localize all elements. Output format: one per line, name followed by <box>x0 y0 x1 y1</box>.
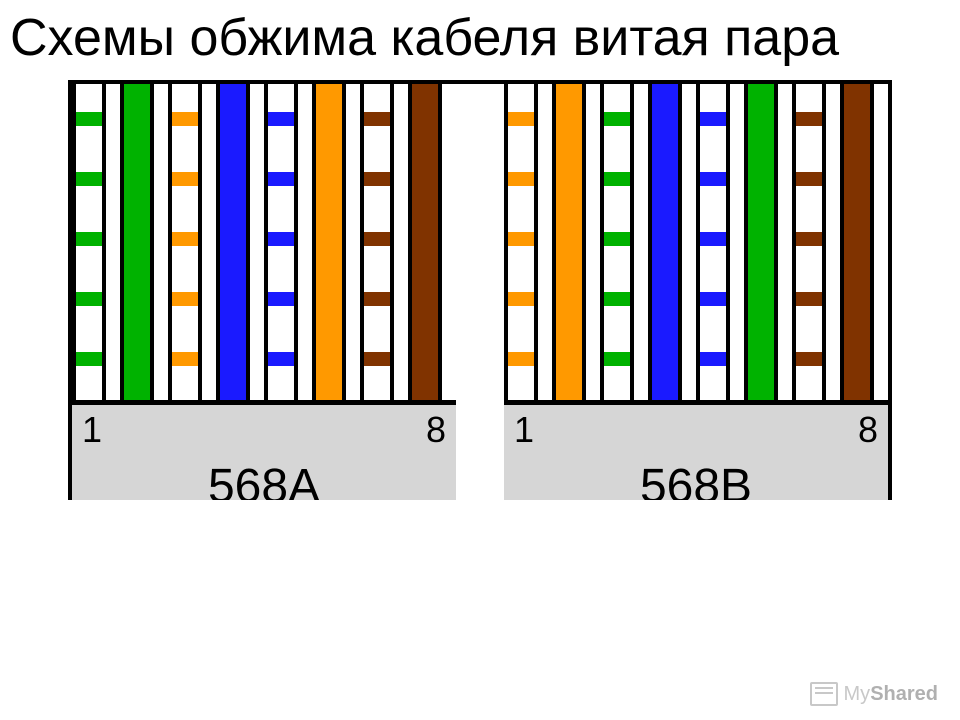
wire-stripe <box>172 352 198 366</box>
standard-label: 568A <box>72 459 456 500</box>
watermark: MyShared <box>810 682 938 706</box>
wire-stripe <box>268 292 294 306</box>
wire-stripe <box>604 112 630 126</box>
connector-568b: 1 8 568B <box>504 84 888 500</box>
wire-2 <box>552 84 586 400</box>
watermark-icon <box>810 682 838 706</box>
wire-3 <box>600 84 634 400</box>
connector-base: 1 8 568A <box>72 405 456 500</box>
wire-stripe <box>508 352 534 366</box>
wire-5 <box>696 84 730 400</box>
wire-stripe <box>508 172 534 186</box>
wire-stripe <box>268 232 294 246</box>
page-title: Схемы обжима кабеля витая пара <box>10 8 839 68</box>
watermark-text: MyShared <box>844 683 938 706</box>
wire-3 <box>168 84 202 400</box>
wire-4 <box>216 84 250 400</box>
wire-stripe <box>76 292 102 306</box>
wire-stripe <box>700 292 726 306</box>
wire-stripe <box>172 232 198 246</box>
wire-stripe <box>700 112 726 126</box>
wire-stripe <box>796 112 822 126</box>
wire-stripe <box>508 232 534 246</box>
pin-label-last: 8 <box>858 409 878 451</box>
wires-region <box>504 84 888 405</box>
wire-stripe <box>604 292 630 306</box>
wire-8 <box>408 84 442 400</box>
wire-7 <box>360 84 394 400</box>
standard-label: 568B <box>504 459 888 500</box>
wire-1 <box>72 84 106 400</box>
wire-stripe <box>76 352 102 366</box>
wire-stripe <box>364 232 390 246</box>
wire-stripe <box>796 172 822 186</box>
wire-stripe <box>76 172 102 186</box>
wire-1 <box>504 84 538 400</box>
wire-stripe <box>364 172 390 186</box>
wire-stripe <box>172 172 198 186</box>
pin-label-first: 1 <box>82 409 102 451</box>
wire-stripe <box>508 112 534 126</box>
connector-base: 1 8 568B <box>504 405 888 500</box>
wire-stripe <box>700 232 726 246</box>
wire-stripe <box>268 352 294 366</box>
diagram-area: 1 8 568A 1 8 568B <box>68 80 892 500</box>
wire-stripe <box>76 112 102 126</box>
wire-stripe <box>700 352 726 366</box>
wire-stripe <box>604 172 630 186</box>
wire-4 <box>648 84 682 400</box>
wire-stripe <box>172 292 198 306</box>
wires-region <box>72 84 456 405</box>
wire-stripe <box>796 292 822 306</box>
wire-stripe <box>268 112 294 126</box>
wire-6 <box>744 84 778 400</box>
wire-stripe <box>76 232 102 246</box>
wire-stripe <box>604 352 630 366</box>
wire-stripe <box>364 112 390 126</box>
wire-stripe <box>364 292 390 306</box>
wire-stripe <box>172 112 198 126</box>
wire-2 <box>120 84 154 400</box>
connector-568a: 1 8 568A <box>72 84 456 500</box>
wire-stripe <box>268 172 294 186</box>
wire-stripe <box>364 352 390 366</box>
wire-8 <box>840 84 874 400</box>
pin-label-first: 1 <box>514 409 534 451</box>
wire-stripe <box>604 232 630 246</box>
wire-6 <box>312 84 346 400</box>
wire-stripe <box>796 352 822 366</box>
wire-stripe <box>796 232 822 246</box>
wire-stripe <box>508 292 534 306</box>
wire-7 <box>792 84 826 400</box>
wire-stripe <box>700 172 726 186</box>
pin-label-last: 8 <box>426 409 446 451</box>
wire-5 <box>264 84 298 400</box>
